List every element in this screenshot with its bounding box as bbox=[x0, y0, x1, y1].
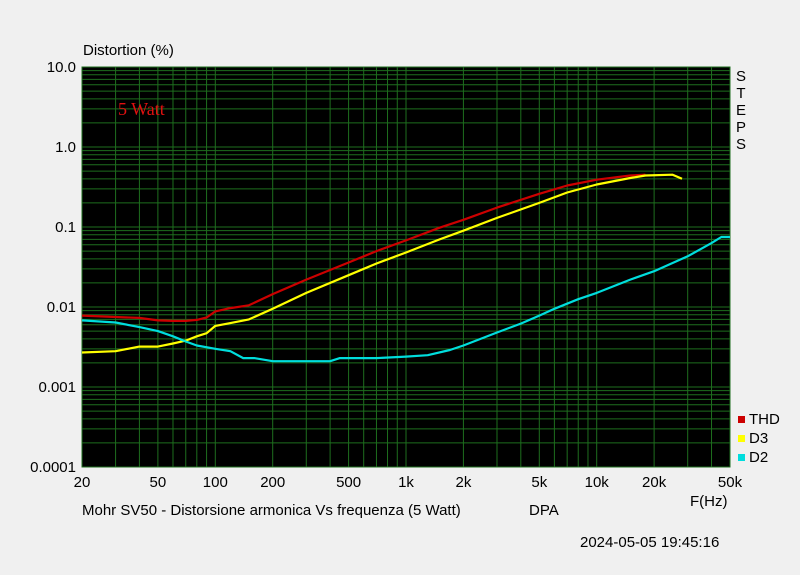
grid bbox=[81, 66, 731, 468]
x-axis: 20 50 100 200 500 1k 2k 5k 10k 20k 50k bbox=[74, 474, 743, 491]
x-tick-label: 20 bbox=[74, 474, 91, 491]
side-letter: E bbox=[736, 102, 746, 119]
y-tick-label: 1.0 bbox=[55, 139, 76, 156]
power-annotation: 5 Watt bbox=[118, 99, 165, 119]
x-tick-label: 500 bbox=[336, 474, 361, 491]
y-tick-label: 0.1 bbox=[55, 219, 76, 236]
chart-caption: Mohr SV50 - Distorsione armonica Vs freq… bbox=[82, 502, 461, 519]
series-line-d2 bbox=[81, 235, 730, 363]
chart-title: Distortion (%) bbox=[83, 42, 174, 59]
x-axis-label: F(Hz) bbox=[690, 493, 728, 510]
legend: THD D3 D2 bbox=[738, 411, 780, 466]
series-line-d3 bbox=[81, 173, 683, 354]
x-tick-label: 1k bbox=[398, 474, 414, 491]
plot-border bbox=[81, 66, 731, 468]
side-letter: S bbox=[736, 136, 746, 153]
x-tick-label: 20k bbox=[642, 474, 667, 491]
legend-swatch bbox=[738, 416, 745, 423]
y-axis: 10.0 1.0 0.1 0.01 0.001 0.0001 bbox=[30, 59, 76, 476]
x-tick-label: 5k bbox=[531, 474, 547, 491]
x-tick-label: 200 bbox=[260, 474, 285, 491]
x-tick-label: 50 bbox=[150, 474, 167, 491]
legend-swatch bbox=[738, 454, 745, 461]
legend-swatch bbox=[738, 435, 745, 442]
legend-label: D2 bbox=[749, 449, 768, 466]
y-tick-label: 10.0 bbox=[47, 59, 76, 76]
side-letter: S bbox=[736, 68, 746, 85]
y-tick-label: 0.001 bbox=[38, 379, 76, 396]
x-tick-label: 50k bbox=[718, 474, 743, 491]
legend-label: D3 bbox=[749, 430, 768, 447]
x-tick-label: 2k bbox=[455, 474, 471, 491]
source-label: DPA bbox=[529, 502, 559, 519]
x-tick-label: 10k bbox=[585, 474, 610, 491]
y-tick-label: 0.0001 bbox=[30, 459, 76, 476]
y-tick-label: 0.01 bbox=[47, 299, 76, 316]
legend-label: THD bbox=[749, 411, 780, 428]
x-tick-label: 100 bbox=[203, 474, 228, 491]
series-layer bbox=[81, 173, 730, 363]
series-line-thd bbox=[81, 173, 646, 322]
side-letter: T bbox=[736, 85, 745, 102]
side-letter: P bbox=[736, 119, 746, 136]
timestamp: 2024-05-05 19:45:16 bbox=[580, 534, 720, 551]
